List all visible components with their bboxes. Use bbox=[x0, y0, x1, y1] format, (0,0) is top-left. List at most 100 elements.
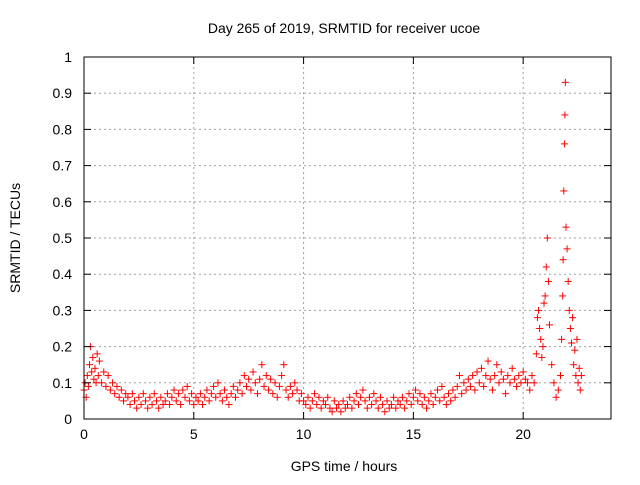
data-point bbox=[398, 393, 406, 401]
data-points bbox=[80, 78, 585, 416]
data-point bbox=[245, 375, 253, 383]
data-point bbox=[460, 379, 468, 387]
data-point bbox=[431, 393, 439, 401]
data-point bbox=[471, 386, 479, 394]
data-point bbox=[560, 140, 568, 148]
data-point bbox=[306, 404, 314, 412]
data-point bbox=[267, 375, 275, 383]
data-point bbox=[258, 361, 266, 369]
y-tick-label: 0.5 bbox=[53, 230, 73, 246]
data-point bbox=[273, 393, 281, 401]
data-point bbox=[163, 390, 171, 398]
y-tick-label: 1 bbox=[64, 49, 72, 65]
grid-layer bbox=[84, 57, 611, 419]
y-tick-label: 0.8 bbox=[53, 121, 73, 137]
data-point bbox=[533, 314, 541, 322]
data-point bbox=[357, 393, 365, 401]
data-point bbox=[576, 386, 584, 394]
data-point bbox=[530, 379, 538, 387]
data-point bbox=[161, 397, 169, 405]
data-point bbox=[524, 379, 532, 387]
data-point bbox=[462, 386, 470, 394]
data-point bbox=[90, 375, 98, 383]
data-point bbox=[550, 379, 558, 387]
data-point bbox=[575, 364, 583, 372]
data-point bbox=[126, 401, 134, 409]
data-point bbox=[286, 382, 294, 390]
data-point bbox=[423, 404, 431, 412]
data-point bbox=[262, 372, 270, 380]
data-point bbox=[537, 335, 545, 343]
x-tick-label: 15 bbox=[406, 426, 422, 442]
data-point bbox=[218, 397, 226, 405]
data-point bbox=[344, 401, 351, 409]
data-point bbox=[390, 393, 398, 401]
data-point bbox=[513, 382, 521, 390]
data-point bbox=[203, 386, 211, 394]
data-point bbox=[256, 375, 264, 383]
data-point bbox=[199, 401, 207, 409]
data-point bbox=[249, 368, 257, 376]
y-axis-label: SRMTID / TECUs bbox=[7, 183, 23, 293]
data-point bbox=[491, 372, 499, 380]
data-point bbox=[565, 306, 573, 314]
data-point bbox=[466, 382, 474, 390]
data-point bbox=[339, 397, 347, 405]
data-point bbox=[409, 393, 417, 401]
data-point bbox=[368, 401, 376, 409]
data-point bbox=[420, 393, 428, 401]
data-point bbox=[166, 401, 174, 409]
data-point bbox=[484, 357, 492, 365]
data-point bbox=[370, 390, 378, 398]
data-point bbox=[455, 372, 463, 380]
data-point bbox=[464, 375, 472, 383]
data-point bbox=[560, 187, 568, 195]
data-point bbox=[392, 404, 400, 412]
data-point bbox=[517, 379, 525, 387]
data-point bbox=[418, 401, 426, 409]
data-point bbox=[106, 386, 114, 394]
data-point bbox=[117, 386, 125, 394]
y-tick-label: 0.1 bbox=[53, 375, 73, 391]
data-point bbox=[561, 78, 569, 86]
data-point bbox=[88, 368, 96, 376]
data-point bbox=[562, 223, 570, 231]
data-point bbox=[425, 397, 433, 405]
data-point bbox=[94, 372, 102, 380]
data-point bbox=[282, 386, 290, 394]
data-point bbox=[131, 397, 139, 405]
data-point bbox=[247, 386, 255, 394]
data-point bbox=[515, 372, 523, 380]
data-point bbox=[414, 397, 422, 405]
y-tick-label: 0.7 bbox=[53, 158, 73, 174]
data-point bbox=[284, 393, 292, 401]
data-point bbox=[181, 393, 189, 401]
data-point bbox=[333, 404, 341, 412]
data-point bbox=[532, 350, 540, 358]
data-point bbox=[376, 393, 384, 401]
data-point bbox=[253, 390, 261, 398]
x-tick-label: 10 bbox=[296, 426, 312, 442]
data-point bbox=[412, 386, 420, 394]
data-point bbox=[504, 372, 512, 380]
data-point bbox=[135, 393, 143, 401]
data-point bbox=[196, 390, 204, 398]
data-point bbox=[124, 393, 132, 401]
data-point bbox=[374, 404, 382, 412]
data-point bbox=[508, 364, 516, 372]
data-point bbox=[297, 390, 305, 398]
data-point bbox=[506, 379, 514, 387]
data-point bbox=[539, 343, 547, 351]
data-point bbox=[558, 335, 566, 343]
data-point bbox=[429, 401, 437, 409]
data-point bbox=[280, 361, 288, 369]
data-point bbox=[538, 353, 546, 361]
data-point bbox=[475, 379, 483, 387]
y-tick-label: 0.9 bbox=[53, 85, 73, 101]
data-point bbox=[361, 397, 369, 405]
data-point bbox=[179, 386, 187, 394]
data-point bbox=[567, 339, 575, 347]
data-point bbox=[137, 401, 145, 409]
data-point bbox=[574, 379, 582, 387]
